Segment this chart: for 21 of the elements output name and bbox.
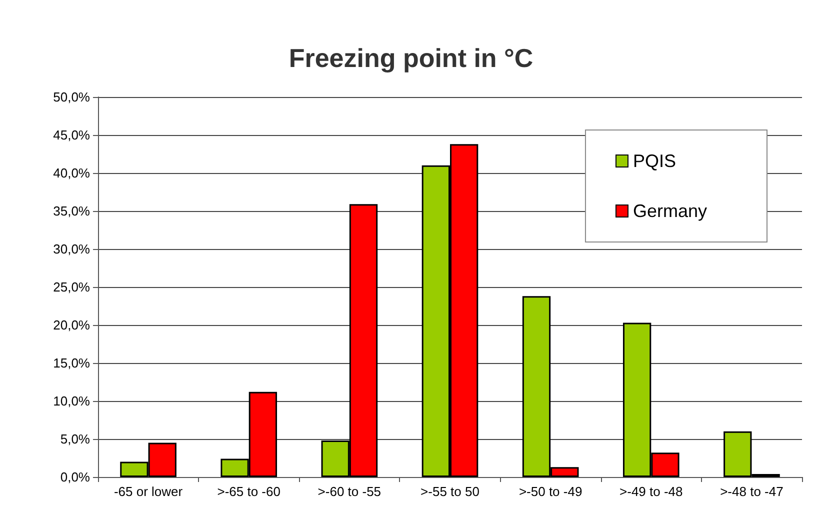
x-tick-label: >-55 to 50 xyxy=(420,484,480,499)
y-tick-label: 40,0% xyxy=(53,166,90,180)
y-tick-label: 50,0% xyxy=(53,90,90,104)
y-tick-label: 45,0% xyxy=(53,128,90,142)
x-tick-label: >-65 to -60 xyxy=(217,484,280,499)
legend-label: PQIS xyxy=(632,151,676,171)
legend-label: Germany xyxy=(632,201,708,221)
chart-title: Freezing point in °C xyxy=(288,43,534,73)
x-tick-label: -65 or lower xyxy=(114,484,184,499)
y-tick-label: 25,0% xyxy=(53,280,90,294)
x-tick-label: >-48 to -47 xyxy=(720,484,784,499)
y-tick-label: 30,0% xyxy=(53,242,90,256)
x-tick-label: >-50 to -49 xyxy=(518,484,582,499)
x-tick-label: >-49 to -48 xyxy=(620,484,683,499)
y-tick-label: 0,0% xyxy=(60,470,90,484)
x-tick-label: >-60 to -55 xyxy=(318,484,382,499)
y-tick-label: 20,0% xyxy=(53,318,90,332)
y-tick-label: 5,0% xyxy=(60,432,90,446)
y-tick-label: 15,0% xyxy=(53,356,90,370)
y-tick-label: 10,0% xyxy=(53,394,90,408)
y-tick-label: 35,0% xyxy=(53,204,90,218)
